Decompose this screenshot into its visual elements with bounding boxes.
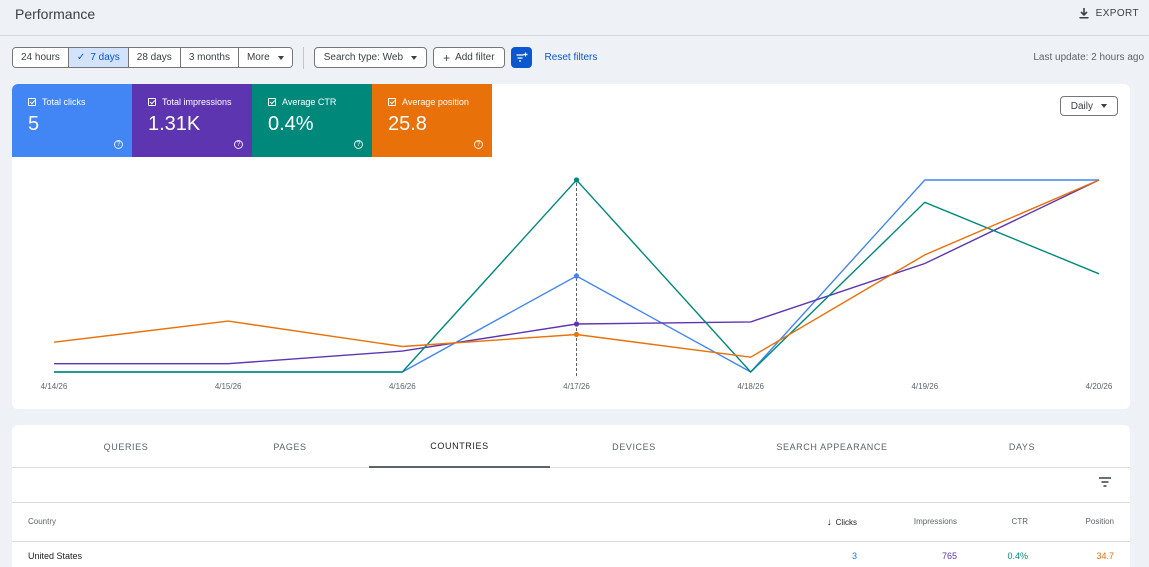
export-button[interactable]: EXPORT xyxy=(1078,7,1139,19)
granularity-dropdown[interactable]: Daily xyxy=(1059,96,1118,116)
hover-point-total-clicks xyxy=(573,273,580,279)
range-7-days[interactable]: ✓ 7 days xyxy=(68,48,129,67)
search-type-dropdown[interactable]: Search type: Web xyxy=(313,47,428,68)
help-icon[interactable]: ? xyxy=(114,140,123,149)
column-clicks[interactable]: ↓ Clicks xyxy=(826,517,857,528)
table-header: Country ↓ Clicks Impressions CTR Position xyxy=(12,502,1130,542)
tab-pages[interactable]: PAGES xyxy=(273,441,307,452)
caret-down-icon xyxy=(411,55,418,60)
performance-chart-card: 4/14/26 4/15/26 4/16/26 4/17/26 4/18/26 4/19/… xyxy=(12,84,1130,409)
tab-days[interactable]: DAYS xyxy=(1008,441,1036,452)
filter-settings-button[interactable] xyxy=(510,47,532,68)
tab-countries[interactable]: COUNTRIES xyxy=(369,425,550,468)
metric-value: 1.31K xyxy=(148,113,201,135)
column-impressions[interactable]: Impressions xyxy=(913,517,957,526)
tab-queries[interactable]: QUERIES xyxy=(103,441,149,452)
help-icon[interactable]: ? xyxy=(354,140,363,149)
column-ctr[interactable]: CTR xyxy=(1011,517,1028,526)
performance-line-chart: 4/14/26 4/15/26 4/16/26 4/17/26 4/18/26 4/19/… xyxy=(41,177,1113,391)
caret-down-icon xyxy=(277,55,284,60)
table-row[interactable]: United States 3 765 0.4% 34.7 xyxy=(12,542,1130,567)
x-tick-label: 4/17/26 xyxy=(563,382,590,391)
hover-point-average-ctr xyxy=(573,177,580,183)
export-label: EXPORT xyxy=(1095,7,1139,19)
page-header: Performance EXPORT xyxy=(0,0,1149,36)
range-24-hours[interactable]: 24 hours xyxy=(13,48,69,67)
plus-icon: + xyxy=(443,50,451,65)
add-filter-button[interactable]: + Add filter xyxy=(433,47,505,68)
metric-total-impressions[interactable]: Total impressions 1.31K ? xyxy=(132,84,252,157)
last-update-text: Last update: 2 hours ago xyxy=(1033,52,1144,63)
x-tick-label: 4/15/26 xyxy=(215,382,242,391)
download-icon xyxy=(1079,8,1089,19)
more-dropdown[interactable]: More xyxy=(238,48,292,67)
x-tick-label: 4/19/26 xyxy=(911,382,938,391)
cell-country: United States xyxy=(28,551,83,561)
metric-total-clicks[interactable]: Total clicks 5 ? xyxy=(12,84,132,157)
filter-add-icon xyxy=(516,52,528,62)
cell-clicks: 3 xyxy=(851,551,857,561)
help-icon[interactable]: ? xyxy=(474,140,483,149)
caret-down-icon xyxy=(1101,104,1107,108)
range-28-days[interactable]: 28 days xyxy=(128,48,181,67)
sort-arrow-down-icon: ↓ xyxy=(826,517,832,528)
metric-average-position[interactable]: Average position 25.8 ? xyxy=(372,84,492,157)
page-title: Performance xyxy=(15,6,96,22)
date-range-selector: 24 hours ✓ 7 days 28 days 3 months More xyxy=(12,47,293,68)
cell-impressions: 765 xyxy=(941,551,957,561)
x-tick-label: 4/18/26 xyxy=(737,382,764,391)
filter-rows-icon[interactable] xyxy=(1099,477,1111,487)
x-tick-label: 4/20/26 xyxy=(1086,382,1113,391)
hover-point-total-impressions xyxy=(573,321,580,327)
metric-value: 0.4% xyxy=(268,113,314,135)
metric-value: 5 xyxy=(28,113,40,135)
checkbox-icon xyxy=(28,98,36,106)
x-tick-label: 4/16/26 xyxy=(389,382,416,391)
breakdown-table-card: QUERIES PAGES COUNTRIES DEVICES SEARCH A… xyxy=(12,425,1130,567)
metric-value: 25.8 xyxy=(388,113,427,135)
filter-bar: 24 hours ✓ 7 days 28 days 3 months More S… xyxy=(12,46,598,69)
checkbox-icon xyxy=(388,98,396,106)
range-3-months[interactable]: 3 months xyxy=(180,48,239,67)
hover-point-average-position xyxy=(573,331,580,338)
divider xyxy=(302,46,304,69)
checkbox-icon xyxy=(268,98,276,106)
help-icon[interactable]: ? xyxy=(234,140,243,149)
column-position[interactable]: Position xyxy=(1085,517,1114,526)
cell-position: 34.7 xyxy=(1096,551,1114,561)
tab-search-appearance[interactable]: SEARCH APPEARANCE xyxy=(776,441,888,452)
tab-devices[interactable]: DEVICES xyxy=(612,441,656,452)
checkbox-icon xyxy=(148,98,156,106)
dimension-tabs: QUERIES PAGES COUNTRIES DEVICES SEARCH A… xyxy=(12,425,1130,468)
column-country[interactable]: Country xyxy=(28,517,57,526)
reset-filters-link[interactable]: Reset filters xyxy=(544,52,598,63)
x-tick-label: 4/14/26 xyxy=(41,382,68,391)
cell-ctr: 0.4% xyxy=(1007,551,1028,561)
metric-average-ctr[interactable]: Average CTR 0.4% ? xyxy=(252,84,372,157)
check-icon: ✓ xyxy=(76,52,86,63)
